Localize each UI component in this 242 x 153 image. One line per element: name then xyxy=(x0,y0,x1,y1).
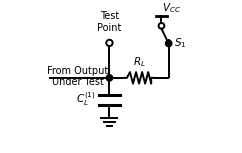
Text: $S_1$: $S_1$ xyxy=(174,37,187,50)
Text: $V_{CC}$: $V_{CC}$ xyxy=(162,1,182,15)
Text: $R_L$: $R_L$ xyxy=(133,55,145,69)
Circle shape xyxy=(166,40,172,47)
Circle shape xyxy=(106,75,113,81)
Text: Test
Point: Test Point xyxy=(97,11,122,33)
Text: $C_L^{(1)}$: $C_L^{(1)}$ xyxy=(76,90,96,108)
Text: From Output
Under Test: From Output Under Test xyxy=(47,66,109,87)
